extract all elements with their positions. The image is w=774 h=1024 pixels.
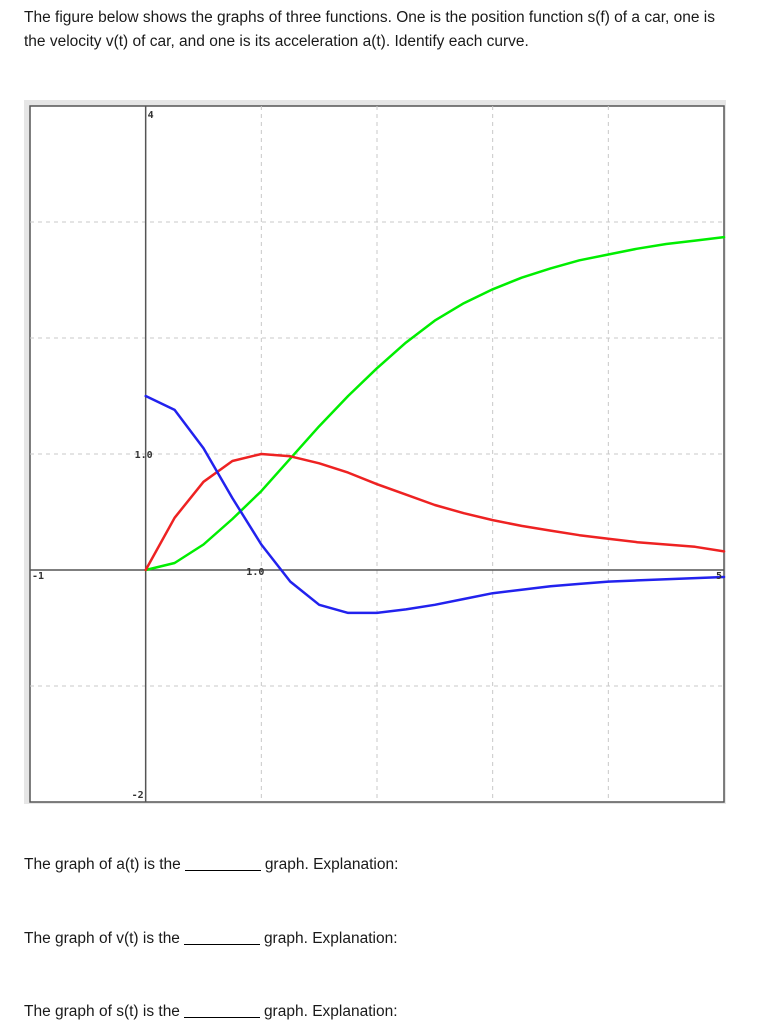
curve-red	[144, 452, 726, 572]
problem-line-1: The figure below shows the graphs of thr…	[24, 9, 715, 26]
tick-label-x-max: 5	[716, 571, 722, 582]
tick-label-y-min: -2	[132, 790, 144, 801]
question-a-suffix: graph. Explanation:	[264, 856, 399, 873]
tick-label-x-mid: 1.0	[246, 567, 264, 578]
curve-green	[144, 235, 726, 572]
problem-statement: The figure below shows the graphs of thr…	[24, 6, 768, 54]
tick-label-x-min: -1	[32, 571, 44, 582]
function-graph: -1 5 1.0 4 -2 1.0	[24, 100, 726, 804]
question-v: The graph of v(t) is the graph. Explanat…	[24, 930, 398, 948]
question-v-prefix: The graph of v(t) is the	[24, 930, 180, 947]
curve-blue	[144, 394, 726, 615]
question-s-prefix: The graph of s(t) is the	[24, 1003, 180, 1020]
problem-line-2: the velocity v(t) of car, and one is its…	[24, 33, 529, 50]
answer-blank-a[interactable]	[184, 869, 261, 871]
tick-label-y-mid: 1.0	[135, 450, 153, 461]
answer-blank-s[interactable]	[183, 1016, 260, 1018]
question-a: The graph of a(t) is the graph. Explanat…	[24, 856, 398, 874]
question-s: The graph of s(t) is the graph. Explanat…	[24, 1003, 398, 1021]
answer-blank-v[interactable]	[183, 943, 260, 945]
question-v-suffix: graph. Explanation:	[263, 930, 398, 947]
graph-canvas: -1 5 1.0 4 -2 1.0	[24, 100, 726, 804]
question-a-prefix: The graph of a(t) is the	[24, 856, 181, 873]
question-s-suffix: graph. Explanation:	[263, 1003, 398, 1020]
tick-labels: -1 5 1.0 4 -2 1.0	[32, 110, 722, 801]
tick-label-y-max: 4	[148, 110, 154, 121]
curves	[144, 235, 726, 615]
